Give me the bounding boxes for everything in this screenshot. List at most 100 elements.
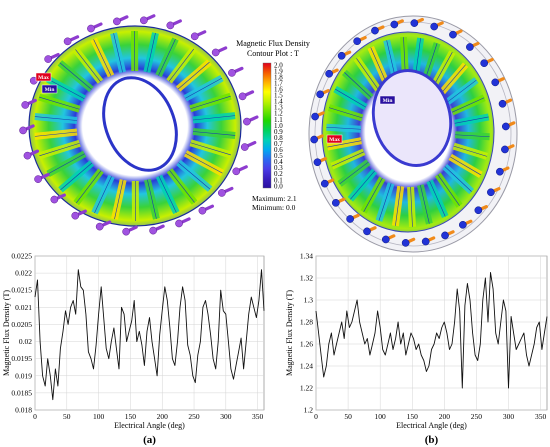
slot-edge <box>113 33 123 73</box>
bolt-head <box>63 37 72 46</box>
model-a-max-marker: Max <box>35 72 52 82</box>
slot-edge <box>350 170 375 200</box>
x-tick-label: 150 <box>407 412 419 421</box>
colorbar-tick-label: 1.6 <box>274 86 283 94</box>
panel-label-b: (b) <box>425 434 439 446</box>
motor-model-a-image: Max Min <box>19 14 259 236</box>
bolt-head <box>149 226 157 235</box>
bolt-head <box>238 92 247 101</box>
bolt-head <box>71 211 80 220</box>
slot-edge <box>328 107 363 119</box>
y-tick-label: 1.34 <box>300 252 313 261</box>
bolt-head <box>44 55 52 63</box>
model-b-bolts <box>310 17 516 247</box>
x-tick-label: 350 <box>252 412 264 421</box>
bolt-head <box>240 143 249 151</box>
slot-edge <box>158 176 177 213</box>
y-tick-label: 0.018 <box>15 406 32 415</box>
colorbar-tick-label: 1.2 <box>274 110 283 118</box>
bolt-head <box>459 220 467 229</box>
chart-a-y-tick-labels: 0.018 0.0185 0.019 0.0195 0.02 0.0205 0.021 0.0… <box>11 252 32 415</box>
x-tick-label: 250 <box>188 412 200 421</box>
slot-edge <box>47 78 85 99</box>
bolt-head <box>140 16 148 25</box>
y-tick-label: 0.0215 <box>11 286 32 295</box>
slot-edge <box>363 178 383 212</box>
slot-edge <box>339 161 369 185</box>
slot-edge <box>94 176 112 214</box>
chart-a-y-axis-label: Magnetic Flux Density (T) <box>2 290 11 376</box>
bolt-head <box>313 158 322 167</box>
slot-edge <box>190 95 231 110</box>
y-tick-label: 1.28 <box>300 318 313 327</box>
bolt-head <box>353 37 361 46</box>
bolt-head <box>21 101 30 109</box>
colorbar-tick-label: 1.3 <box>274 104 283 112</box>
bolt-head <box>243 117 251 126</box>
slot-edge <box>75 49 101 82</box>
bolt-head <box>430 22 439 31</box>
svg-text:Min: Min <box>383 98 393 104</box>
x-tick-label: 200 <box>157 412 169 421</box>
x-tick-label: 50 <box>344 412 352 421</box>
bolt-head <box>480 59 489 68</box>
x-tick-label: 0 <box>33 412 37 421</box>
slot-edge <box>447 79 477 103</box>
y-tick-label: 0.021 <box>15 303 32 312</box>
bolt-head <box>34 175 42 183</box>
bolt-head <box>218 189 226 197</box>
x-tick-label: 50 <box>63 412 71 421</box>
y-tick-label: 0.02 <box>19 337 32 346</box>
bolt-head <box>87 24 95 33</box>
chart-b-plot-area <box>315 255 548 411</box>
slot-edge <box>410 186 413 227</box>
slot-edge <box>158 38 176 76</box>
colorbar-tick-label: 1.5 <box>274 92 283 100</box>
chart-a-plot-area <box>34 255 265 411</box>
bolt-head <box>190 32 199 41</box>
svg-text:Max: Max <box>38 75 49 81</box>
x-tick-label: 350 <box>535 412 547 421</box>
slot-edge <box>451 97 485 113</box>
slot-edge <box>178 162 211 190</box>
y-tick-label: 0.0205 <box>11 320 32 329</box>
bolt-head <box>474 206 483 215</box>
bolt-head <box>466 43 474 51</box>
bolt-head <box>363 227 371 236</box>
slot-edge <box>441 64 466 94</box>
slot-edge <box>34 131 78 137</box>
panel-label-a: (a) <box>143 434 156 446</box>
colorbar-tick-label: 1.0 <box>274 122 283 130</box>
y-tick-label: 1.3 <box>304 296 314 305</box>
slot-edge <box>169 170 195 203</box>
colorbar-tick-label: 0.8 <box>274 134 283 142</box>
bolt-head <box>228 69 236 77</box>
colorbar-tick-label: 1.9 <box>274 67 283 75</box>
slot-edge <box>192 115 236 121</box>
colorbar-title-line1: Magnetic Flux Density <box>236 39 310 48</box>
bolt-head <box>316 90 324 99</box>
slot-edge <box>38 96 80 110</box>
bolt-head <box>198 206 207 215</box>
bolt-head <box>331 198 340 207</box>
bolt-head <box>410 19 419 27</box>
series-line <box>34 269 265 401</box>
slot-edge <box>429 180 446 217</box>
chart-a-x-axis-label: Electrical Angle (deg) <box>114 421 185 430</box>
x-tick-label: 300 <box>503 412 515 421</box>
bolt-head <box>487 188 495 197</box>
chart-b-series <box>315 272 548 389</box>
slot-edge <box>190 142 232 156</box>
slot-edge <box>59 62 92 90</box>
y-tick-label: 0.022 <box>15 269 32 278</box>
slot-edge <box>444 166 472 192</box>
bolt-head <box>325 69 333 78</box>
bolt-head <box>501 145 509 154</box>
series-line <box>315 272 548 389</box>
colorbar-tick-label: 2.0 <box>274 61 283 69</box>
bolt-head <box>175 219 183 228</box>
chart-b-y-axis-label: Magnetic Flux Density (T) <box>285 290 294 376</box>
colorbar-minimum: Minimum: 0.0 <box>252 203 296 212</box>
colorbar-tick-label: 1.1 <box>274 116 283 124</box>
colorbar-tick-label: 0.5 <box>274 152 283 160</box>
